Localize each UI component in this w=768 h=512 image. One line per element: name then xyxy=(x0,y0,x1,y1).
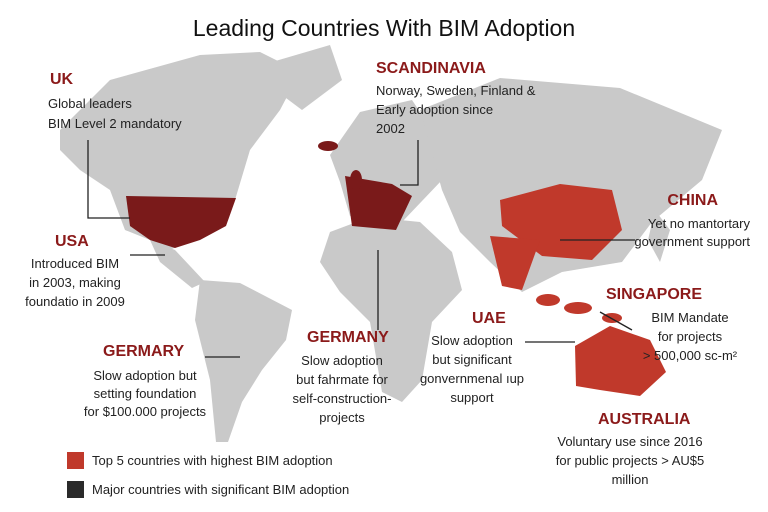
label-line: Slow adoption xyxy=(301,353,383,368)
uk xyxy=(350,170,362,190)
label-line: gonvernmenal ıup xyxy=(420,371,524,386)
legend-swatch xyxy=(67,481,84,498)
indonesia-1 xyxy=(536,294,560,306)
label-line: Slow adoption but xyxy=(93,368,197,383)
iceland xyxy=(318,141,338,151)
south-america xyxy=(195,280,292,442)
title: Leading Countries With BIM Adoption xyxy=(193,15,575,41)
label-line: for $100.000 projects xyxy=(84,404,207,419)
label-line: for public projects > AU$5 xyxy=(556,453,705,468)
leader-line xyxy=(87,140,130,219)
legend-label: Top 5 countries with highest BIM adoptio… xyxy=(92,453,333,468)
label-heading: UAE xyxy=(472,310,506,327)
label-heading: SINGAPORE xyxy=(606,286,702,303)
central-america xyxy=(150,240,205,288)
label-heading: GERMARY xyxy=(103,343,185,360)
leader-line xyxy=(400,140,419,186)
label-line: Introduced BIM xyxy=(31,256,119,271)
label-line: foundatio in 2009 xyxy=(25,294,125,309)
leader-line xyxy=(599,311,633,331)
legend-label: Major countries with significant BIM ado… xyxy=(92,482,349,497)
label-heading: GERMANY xyxy=(307,329,389,346)
label-line: setting foundation xyxy=(94,386,197,401)
world-map xyxy=(60,45,722,442)
north-america xyxy=(60,52,300,250)
label-line: self-construction- xyxy=(293,391,392,406)
label-line: for projects xyxy=(658,329,723,344)
usa xyxy=(126,196,236,248)
label-line: Yet no mantortary xyxy=(648,216,751,231)
label-line: but significant xyxy=(432,352,512,367)
leaders xyxy=(87,140,635,358)
label-line: in 2003, making xyxy=(29,275,121,290)
label-line: 2002 xyxy=(376,121,405,136)
africa xyxy=(320,217,462,402)
label-line: Voluntary use since 2016 xyxy=(557,434,702,449)
legend-swatch xyxy=(67,452,84,469)
label-line: government support xyxy=(634,234,750,249)
label-heading: UK xyxy=(50,71,74,88)
label-line: BIM Mandate xyxy=(651,310,728,325)
label-line: > 500,000 sc-m² xyxy=(643,348,738,363)
label-line: support xyxy=(450,390,494,405)
label-line: Slow adoption xyxy=(431,333,513,348)
label-line: projects xyxy=(319,410,365,425)
label-line: but fahrmate for xyxy=(296,372,388,387)
indonesia-2 xyxy=(564,302,592,314)
india xyxy=(490,236,540,290)
label-heading: USA xyxy=(55,233,89,250)
label-heading: SCANDINAVIA xyxy=(376,60,486,77)
label-line: Norway, Sweden, Finland & xyxy=(376,83,536,98)
label-heading: AUSTRALIA xyxy=(598,411,691,428)
label-heading: CHINA xyxy=(667,192,718,209)
label-line: Early adoption since xyxy=(376,102,493,117)
label-line: Global leaders xyxy=(48,96,132,111)
australia xyxy=(575,326,666,396)
label-line: million xyxy=(612,472,649,487)
greenland xyxy=(272,45,342,110)
europe-highlight xyxy=(345,176,412,230)
label-line: BIM Level 2 mandatory xyxy=(48,116,182,131)
islands xyxy=(648,210,670,262)
